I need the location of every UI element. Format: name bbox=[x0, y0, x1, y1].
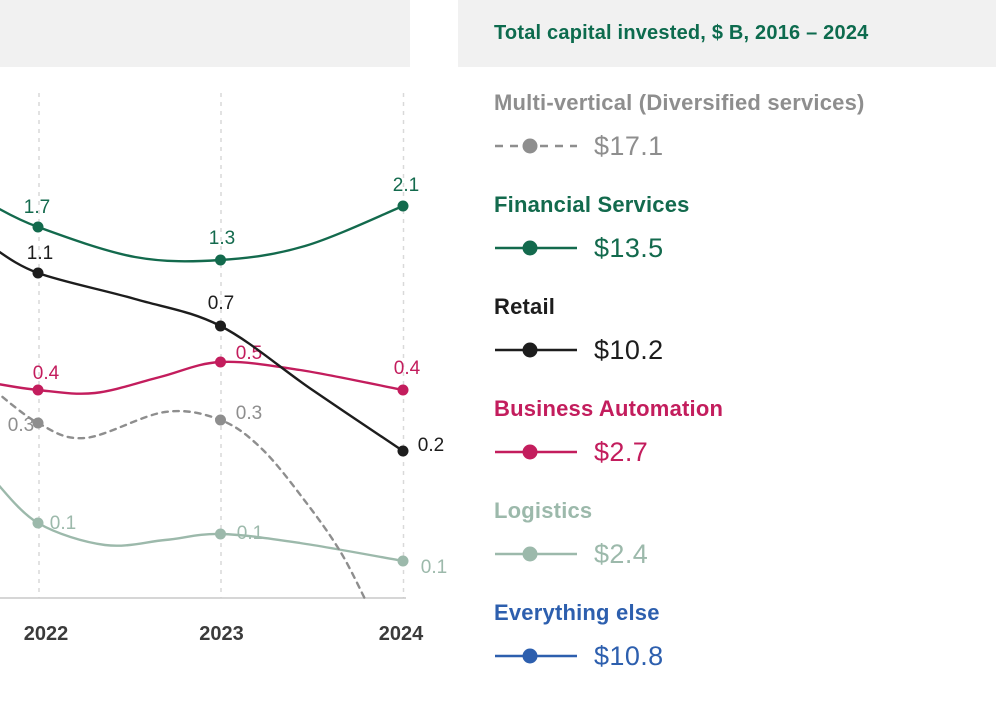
legend-dot-icon bbox=[522, 444, 538, 460]
legend-item-row: $17.1 bbox=[494, 131, 996, 161]
legend-item-label: Everything else bbox=[494, 600, 660, 625]
data-point-retail bbox=[32, 267, 44, 279]
legend-item-row: $13.5 bbox=[494, 233, 996, 263]
legend-dot-icon bbox=[522, 240, 538, 256]
legend-dot-icon bbox=[522, 342, 538, 358]
legend-item-label: Retail bbox=[494, 294, 556, 319]
legend-item-label: Multi-vertical (Diversified services) bbox=[494, 90, 865, 115]
legend-item-label: Logistics bbox=[494, 498, 593, 523]
x-tick-label: 2023 bbox=[199, 623, 244, 645]
data-label-multi-vertical-diversified-services: 0.3 bbox=[236, 403, 262, 424]
legend-item-label: Business Automation bbox=[494, 396, 724, 421]
data-point-retail bbox=[215, 320, 226, 332]
data-label-logistics: 0.1 bbox=[421, 557, 447, 578]
series-line-multi-vertical-diversified-services bbox=[0, 393, 368, 601]
legend-line-marker-icon bbox=[495, 138, 577, 154]
data-point-financial-services bbox=[397, 200, 409, 212]
legend-item-value: $2.4 bbox=[594, 538, 649, 569]
legend-item: Retail $10.2 bbox=[494, 294, 996, 365]
chart-title-band: Total capital invested, $ B, 2016 – 2024 bbox=[458, 0, 996, 67]
legend-line-marker-icon bbox=[495, 546, 577, 562]
legend-item: Logistics $2.4 bbox=[494, 498, 996, 569]
legend-item-value: $10.8 bbox=[594, 640, 664, 671]
series-line-business-automation bbox=[0, 360, 405, 395]
x-tick-label: 2024 bbox=[379, 623, 424, 645]
data-label-business-automation: 0.5 bbox=[236, 343, 262, 364]
legend-line-marker-icon bbox=[495, 444, 577, 460]
data-point-business-automation bbox=[215, 356, 226, 368]
legend-item-label: Financial Services bbox=[494, 192, 690, 217]
legend-item-value: $17.1 bbox=[594, 130, 664, 161]
data-point-business-automation bbox=[397, 384, 409, 396]
data-label-retail: 0.7 bbox=[208, 293, 234, 314]
legend-item-value: $13.5 bbox=[594, 232, 664, 263]
legend-item-row: $2.4 bbox=[494, 539, 996, 569]
data-label-retail: 1.1 bbox=[27, 243, 53, 264]
data-label-logistics: 0.1 bbox=[237, 523, 263, 544]
legend-line-marker-icon bbox=[495, 342, 577, 358]
data-point-financial-services bbox=[215, 254, 226, 266]
legend-dot-icon bbox=[522, 138, 538, 154]
legend-item: Business Automation $2.7 bbox=[494, 396, 996, 467]
legend: Multi-vertical (Diversified services) $17… bbox=[458, 67, 996, 671]
legend-dot-icon bbox=[522, 648, 538, 664]
capital-invested-line-chart: 2022 2023 2024 0.1 0.1 0.1 0.3 0.3 0.4 0.5 0.4 1.1 0… bbox=[0, 93, 447, 645]
series-line-retail bbox=[0, 250, 405, 453]
series-line-financial-services bbox=[0, 204, 405, 263]
x-tick-label: 2022 bbox=[24, 623, 69, 645]
legend-item-row: $10.8 bbox=[494, 641, 996, 671]
legend-line-marker-icon bbox=[495, 648, 577, 664]
data-point-multi-vertical-diversified-services bbox=[32, 417, 44, 429]
data-point-logistics bbox=[215, 528, 226, 540]
legend-item-value: $2.7 bbox=[594, 436, 649, 467]
data-label-financial-services: 1.7 bbox=[24, 197, 50, 218]
data-point-logistics bbox=[32, 517, 44, 529]
data-point-business-automation bbox=[32, 384, 44, 396]
data-label-financial-services: 2.1 bbox=[393, 175, 419, 196]
data-point-retail bbox=[397, 445, 409, 457]
chart-title: Total capital invested, $ B, 2016 – 2024 bbox=[494, 22, 869, 44]
legend-item: Everything else $10.8 bbox=[494, 600, 996, 671]
legend-item: Multi-vertical (Diversified services) $17… bbox=[494, 90, 996, 161]
data-label-business-automation: 0.4 bbox=[33, 363, 60, 384]
data-point-logistics bbox=[397, 555, 409, 567]
legend-item: Financial Services $13.5 bbox=[494, 192, 996, 263]
legend-panel: Total capital invested, $ B, 2016 – 2024… bbox=[458, 0, 996, 726]
data-label-financial-services: 1.3 bbox=[209, 228, 235, 249]
chart-header-band bbox=[0, 0, 410, 67]
legend-item-row: $10.2 bbox=[494, 335, 996, 365]
legend-line-marker-icon bbox=[495, 240, 577, 256]
data-label-retail: 0.2 bbox=[418, 435, 444, 456]
data-label-logistics: 0.1 bbox=[50, 513, 76, 534]
data-label-multi-vertical-diversified-services: 0.3 bbox=[8, 415, 34, 436]
data-point-multi-vertical-diversified-services bbox=[215, 414, 226, 426]
legend-item-row: $2.7 bbox=[494, 437, 996, 467]
legend-dot-icon bbox=[522, 546, 538, 562]
data-point-financial-services bbox=[32, 221, 44, 233]
data-label-business-automation: 0.4 bbox=[394, 358, 421, 379]
legend-item-value: $10.2 bbox=[594, 334, 664, 365]
